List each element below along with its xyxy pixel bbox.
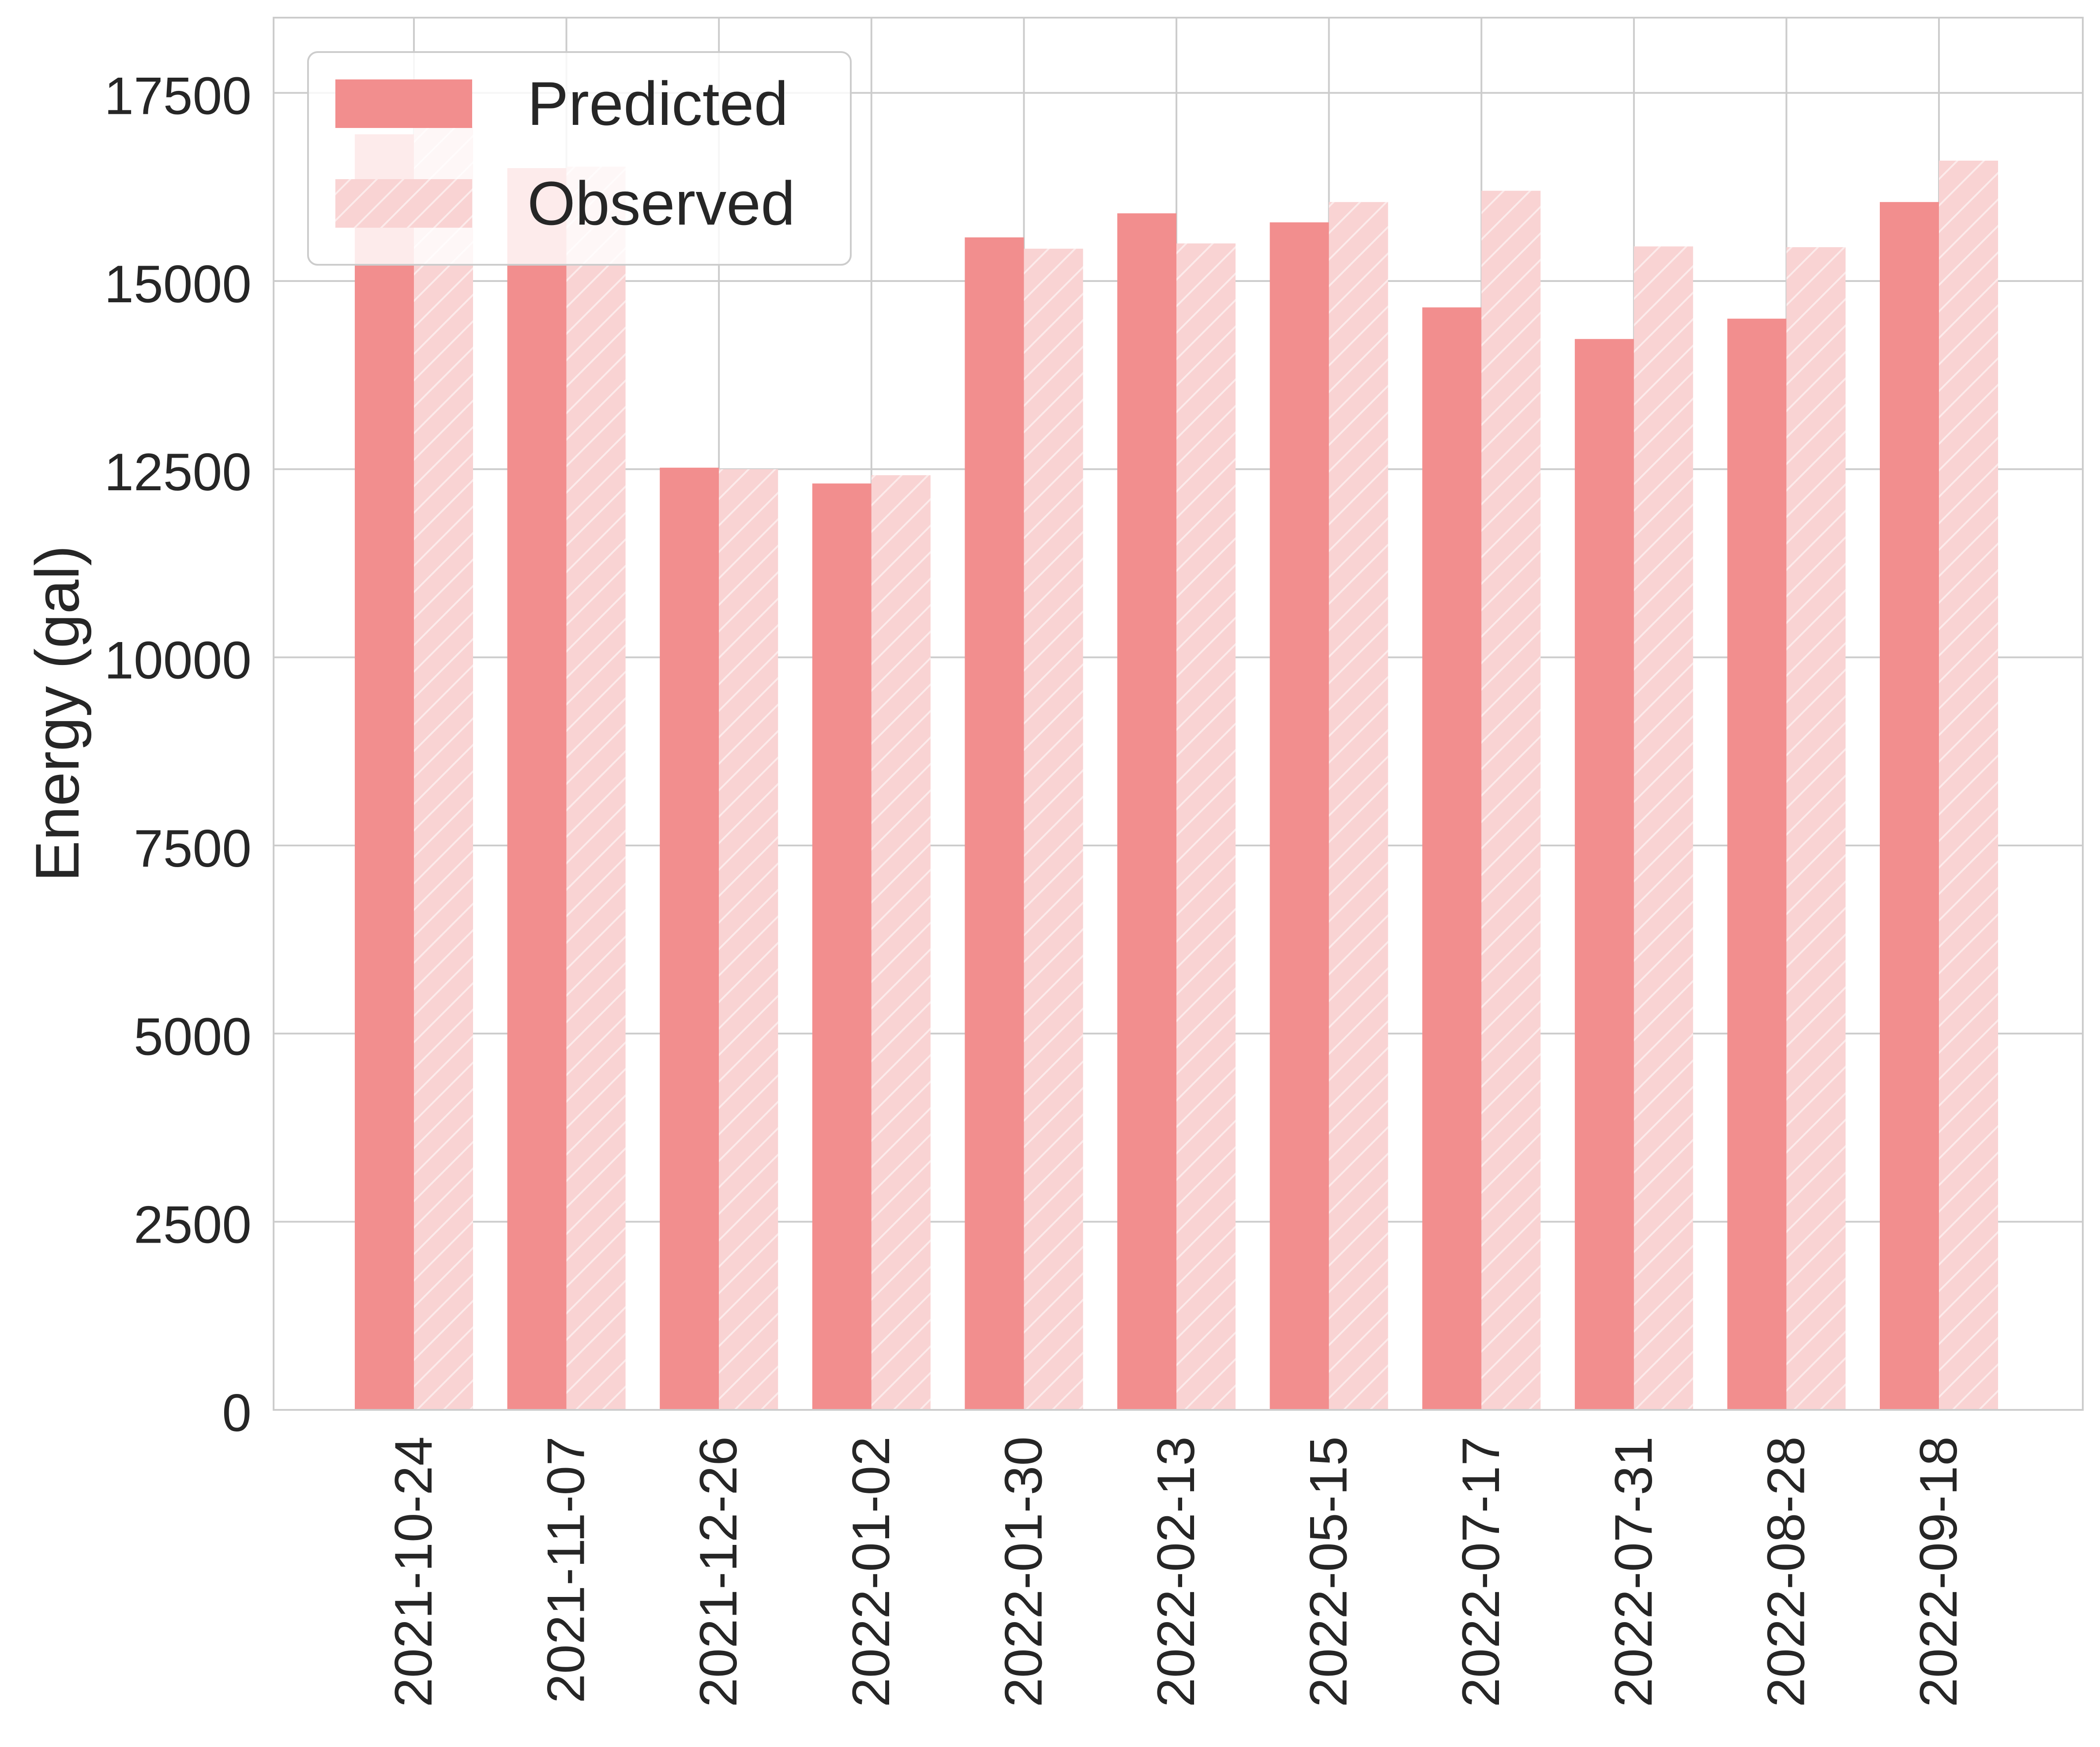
bar-hatch-observed [1329,202,1388,1410]
x-tick-label: 2022-01-02 [842,1436,901,1707]
x-tick-label: 2021-10-24 [384,1436,443,1707]
bar-hatch-observed [1786,247,1846,1410]
legend-swatch-observed-hatch [335,179,472,228]
y-tick-label: 0 [222,1383,252,1443]
legend-label-predicted: Predicted [527,69,788,138]
x-tick-label: 2022-01-30 [994,1436,1053,1707]
bar-predicted [1727,319,1787,1410]
bar-predicted [660,467,719,1410]
y-tick-label: 10000 [104,631,252,690]
bar-hatch-observed [414,127,473,1410]
legend-label-observed: Observed [527,169,795,238]
bar-hatch-observed [719,469,778,1410]
x-tick-label: 2022-02-13 [1146,1436,1206,1707]
y-tick-labels: 0 2500 5000 7500 10000 12500 15000 17500 [104,67,252,1443]
x-tick-label: 2021-12-26 [689,1436,748,1707]
bars [355,127,1998,1410]
legend: Predicted Observed [307,51,852,266]
bar-hatch-observed [1176,243,1236,1410]
plot-frame [273,17,2084,1411]
y-tick-label: 7500 [134,819,252,878]
bar-predicted [1422,307,1482,1410]
bar-hatch-observed [1024,248,1083,1410]
y-tick-label: 17500 [104,67,252,126]
bar-hatch-observed [1634,246,1693,1410]
x-tick-label: 2022-07-31 [1604,1436,1663,1707]
x-tick-label: 2022-07-17 [1451,1436,1510,1707]
bar-predicted [507,168,567,1410]
y-tick-label: 15000 [104,255,252,314]
bar-predicted [812,483,872,1410]
bar-hatch-observed [871,475,931,1410]
bar-predicted [1574,339,1634,1410]
y-tick-label: 2500 [134,1195,252,1255]
bar-predicted [1117,213,1176,1410]
bar-hatch-observed [1481,191,1541,1410]
y-axis-label: Energy (gal) [23,545,92,882]
y-tick-label: 12500 [104,443,252,502]
x-tick-labels: 2021-10-24 2021-11-07 2021-12-26 2022-01-02… [384,1436,1968,1707]
bar-hatch-observed [566,166,626,1410]
bar-predicted [1270,222,1329,1410]
legend-swatch-predicted [335,79,472,128]
x-tick-label: 2022-09-18 [1909,1436,1968,1707]
bar-predicted [355,134,414,1410]
bar-predicted [1880,202,1939,1410]
x-tick-label: 2022-05-15 [1299,1436,1358,1707]
x-tick-label: 2021-11-07 [537,1436,596,1703]
x-tick-label: 2022-08-28 [1756,1436,1815,1707]
bar-hatch-observed [1939,161,1998,1410]
y-tick-label: 5000 [134,1007,252,1066]
bar-predicted [965,237,1024,1410]
